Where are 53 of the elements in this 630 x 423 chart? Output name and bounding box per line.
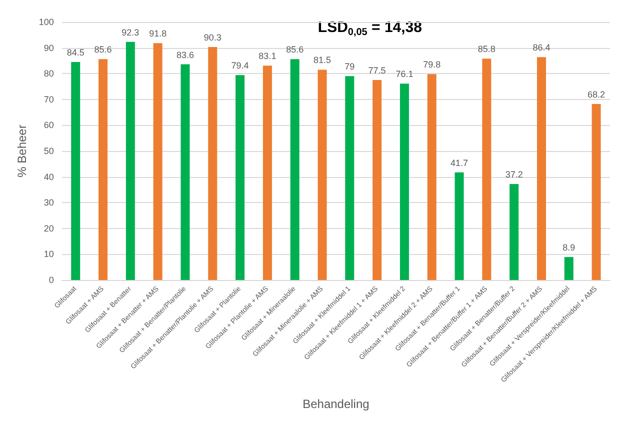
y-tick-label: 80	[44, 68, 54, 79]
data-label: 8.9	[562, 242, 576, 253]
y-tick-label: 100	[38, 17, 54, 27]
y-tick-label: 10	[44, 249, 54, 260]
data-label: 77.5	[368, 66, 386, 76]
data-label: 90.3	[204, 32, 222, 43]
data-label: 79.4	[231, 60, 249, 71]
y-tick-label: 90	[44, 42, 54, 53]
y-tick-label: 60	[44, 120, 54, 130]
x-axis-title: Behandeling	[302, 397, 370, 411]
data-label: 68.2	[588, 90, 606, 100]
y-tick-label: 40	[44, 172, 54, 182]
bar	[427, 74, 436, 280]
data-label: 76.1	[396, 69, 414, 80]
bar	[482, 58, 492, 280]
data-label: 79	[344, 62, 355, 72]
data-label: 92.3	[122, 27, 140, 38]
bar	[345, 76, 354, 280]
data-label: 41.7	[450, 158, 468, 168]
bar	[510, 184, 519, 280]
bar	[400, 84, 409, 280]
y-tick-label: 70	[44, 94, 54, 104]
data-label: 86.4	[532, 42, 550, 53]
bar	[208, 47, 218, 280]
y-tick-label: 0	[48, 275, 54, 285]
bar	[564, 257, 574, 280]
data-label: 79.8	[423, 60, 441, 70]
bar	[71, 62, 80, 280]
data-label: 91.8	[149, 28, 167, 39]
bar	[180, 64, 190, 280]
bar	[98, 59, 108, 280]
bar	[262, 66, 272, 280]
y-tick-label: 50	[44, 146, 54, 156]
data-label: 83.6	[176, 50, 194, 60]
data-label: 84.5	[66, 47, 84, 58]
bar	[153, 43, 162, 280]
data-label: 85.6	[94, 44, 112, 55]
bar	[454, 172, 464, 280]
bar	[536, 57, 546, 280]
bar	[318, 70, 327, 280]
bar	[592, 104, 601, 280]
bar	[290, 59, 300, 280]
data-label: 81.5	[313, 55, 332, 66]
data-label: 85.8	[478, 44, 496, 54]
data-label: 85.6	[286, 44, 304, 55]
data-label: 83.1	[258, 51, 276, 62]
bar	[126, 42, 135, 280]
data-label: 37.2	[505, 170, 523, 180]
y-tick-label: 20	[44, 223, 54, 234]
y-tick-label: 30	[44, 198, 54, 208]
bar	[236, 75, 245, 280]
y-axis-title: % Beheer	[15, 124, 29, 178]
bar	[372, 80, 382, 280]
